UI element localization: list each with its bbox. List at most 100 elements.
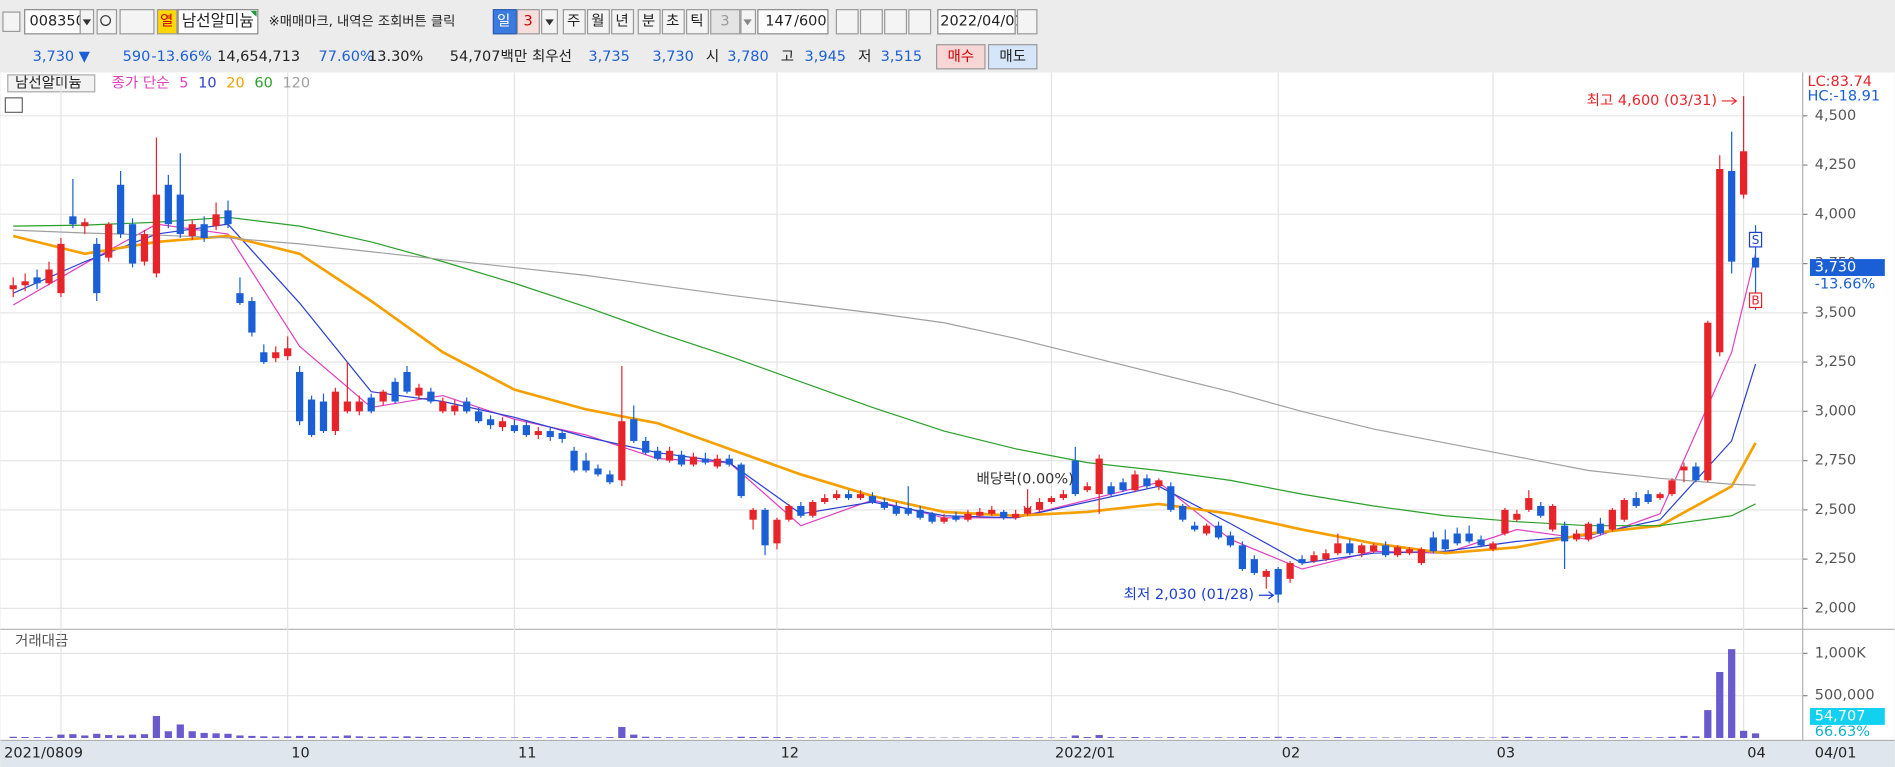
tool-button[interactable]	[835, 9, 859, 35]
settings-button[interactable]	[908, 9, 932, 35]
volume-bar	[9, 736, 17, 739]
candle-body	[475, 411, 483, 422]
y-tick-label: 4,250	[1815, 157, 1856, 173]
save-button[interactable]	[884, 9, 908, 35]
volume-bar	[534, 737, 542, 739]
legend-entry: 20	[226, 75, 244, 91]
period-button-label: 주	[567, 14, 580, 30]
volume-bar	[1608, 737, 1616, 739]
y-tick-label: 1,000K	[1815, 645, 1866, 661]
date-input[interactable]	[937, 9, 1016, 35]
volume-bar	[1477, 737, 1485, 739]
period-button[interactable]	[562, 9, 586, 35]
volume-bar	[642, 736, 650, 739]
period-button-label: 초	[666, 14, 679, 30]
volume-bar	[1298, 737, 1306, 739]
legend-ma-label: 종가 단순	[112, 74, 170, 91]
y-tick-label: 3,250	[1815, 354, 1856, 370]
legend-name-box[interactable]	[7, 74, 96, 93]
candle-body	[1704, 322, 1712, 481]
period-input[interactable]	[710, 9, 741, 35]
candle-body	[1191, 525, 1199, 530]
volume-bar	[212, 733, 220, 739]
candle-body	[1656, 494, 1664, 499]
period-button[interactable]	[661, 9, 685, 35]
volume-bar	[1358, 737, 1366, 739]
period-button-label: 틱	[690, 13, 703, 30]
name-box[interactable]	[177, 9, 259, 35]
volume-bar	[1537, 737, 1545, 739]
change-rate: -13.66%	[151, 49, 211, 65]
candle-body	[1214, 525, 1223, 538]
volume-bar	[1119, 737, 1127, 739]
window-icon[interactable]	[2, 11, 21, 33]
x-tick-label: 02	[1282, 746, 1300, 762]
lc-label: LC:83.74	[1808, 74, 1873, 90]
buy-button[interactable]	[936, 44, 986, 70]
volume-bar	[1274, 736, 1282, 739]
candle-body	[81, 222, 89, 227]
sell-label: 매도	[999, 48, 1026, 65]
volume-bar	[1167, 737, 1175, 739]
candle-body	[1716, 169, 1724, 353]
volume-bar	[1417, 737, 1426, 739]
change: 590	[123, 49, 151, 65]
table-icon[interactable]	[4, 97, 23, 113]
period-button-active[interactable]	[492, 9, 517, 35]
dividend-arrow	[1023, 489, 1032, 514]
volume-bar	[45, 736, 53, 739]
x-tick-label: 03	[1497, 746, 1515, 762]
volume-bar	[21, 736, 29, 739]
y-tick-label: 2,500	[1815, 502, 1856, 518]
volume-bar	[761, 736, 769, 739]
high-label: 고	[781, 49, 794, 65]
legend-name: 남선알미늄	[15, 74, 82, 91]
volume-bar	[355, 736, 363, 739]
volume-bar	[1334, 736, 1342, 739]
volume-bar	[1143, 737, 1151, 739]
candle-body	[1728, 170, 1736, 262]
candle-body	[415, 387, 423, 396]
volume-bar	[1465, 737, 1473, 739]
volume-bar	[1620, 736, 1628, 739]
period-button-label: 일	[497, 13, 510, 30]
volume-bar	[737, 736, 745, 739]
volume-bar	[1692, 736, 1700, 739]
volume-bar	[785, 737, 793, 739]
period-button[interactable]	[685, 9, 709, 35]
count-input[interactable]	[757, 9, 829, 35]
sell-button[interactable]	[987, 44, 1038, 70]
calendar-button[interactable]	[1016, 9, 1038, 35]
price-tag	[1809, 259, 1885, 276]
volume-bar	[1381, 737, 1390, 739]
candle-body	[1596, 523, 1605, 534]
candle-body	[570, 450, 578, 471]
period-button[interactable]	[637, 9, 661, 35]
period-button[interactable]	[516, 9, 540, 35]
y-tick-label: 3,500	[1815, 305, 1856, 321]
last-date: 04/01	[1815, 746, 1857, 762]
candle-body	[1358, 545, 1366, 554]
candle-body	[582, 460, 590, 471]
volume-bar	[248, 735, 256, 739]
sound-button[interactable]	[119, 9, 155, 35]
volume-bar	[546, 737, 554, 739]
candle-body	[1393, 547, 1402, 556]
volume-bar	[415, 736, 423, 739]
search-button[interactable]	[96, 9, 118, 35]
period-button[interactable]	[586, 9, 610, 35]
volume-bar	[1262, 737, 1270, 739]
candle-body	[1381, 545, 1390, 556]
volume-bar	[498, 737, 507, 739]
candle-body	[737, 464, 745, 497]
period-button[interactable]	[611, 9, 635, 35]
tool-button[interactable]	[859, 9, 883, 35]
volume-bar	[1059, 737, 1068, 739]
volume-bar	[1668, 736, 1676, 739]
volume-bar	[1131, 736, 1139, 739]
candle-body	[1620, 500, 1628, 520]
candle-body	[1489, 543, 1497, 550]
hc-label: HC:-18.91	[1808, 89, 1881, 105]
candle-body	[952, 515, 960, 520]
code-input[interactable]	[24, 9, 81, 35]
